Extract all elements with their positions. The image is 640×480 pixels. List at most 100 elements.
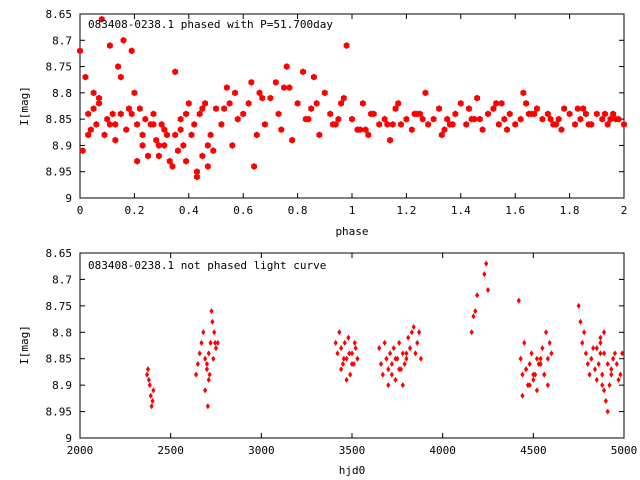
y-tick-label: 8.75 — [46, 61, 73, 74]
data-point — [529, 350, 534, 357]
data-point — [531, 371, 536, 378]
data-point — [194, 168, 200, 176]
data-point — [343, 42, 350, 49]
data-point — [283, 63, 290, 70]
data-point — [342, 339, 347, 346]
y-tick-label: 9 — [65, 192, 72, 205]
data-point — [204, 366, 210, 373]
data-point — [327, 110, 334, 118]
data-point — [614, 361, 619, 367]
data-point — [210, 318, 215, 325]
data-point — [498, 99, 505, 107]
data-point — [161, 142, 168, 149]
data-point — [534, 105, 540, 113]
data-point — [199, 339, 204, 346]
data-point — [601, 387, 607, 394]
data-point — [596, 361, 601, 367]
y-tick-label: 8.65 — [46, 247, 73, 260]
data-point — [96, 94, 102, 102]
data-point — [419, 115, 426, 123]
data-point — [580, 105, 587, 113]
data-point — [339, 366, 344, 373]
data-point — [93, 121, 100, 128]
data-point — [386, 366, 391, 373]
data-point — [340, 94, 347, 102]
data-point — [479, 126, 486, 134]
data-point — [289, 136, 296, 144]
y-tick-label: 8.85 — [46, 353, 73, 366]
data-point — [172, 131, 179, 139]
data-point — [145, 366, 151, 373]
data-point — [543, 329, 549, 336]
data-point — [149, 403, 154, 410]
x-tick-label: 4500 — [520, 444, 547, 457]
data-point — [180, 142, 187, 149]
data-point — [452, 110, 459, 118]
data-point — [348, 371, 353, 378]
data-point — [495, 121, 502, 128]
y-axis-label: I[mag] — [18, 86, 31, 126]
data-point — [582, 110, 589, 118]
data-point — [294, 99, 301, 107]
x-tick-label: 1.8 — [560, 204, 580, 217]
data-point — [212, 339, 218, 346]
data-point — [384, 355, 389, 362]
data-point — [408, 126, 415, 134]
phased-light-curve-panel: 0 0.2 0.4 0.6 0.8 1 1.2 1.4 1.6 1.8 2 8.65 8.7 8.75 8.… — [18, 8, 627, 238]
data-point — [204, 142, 211, 149]
data-point — [386, 382, 391, 389]
y-axis-label: I[mag] — [18, 325, 31, 365]
x-tick-label: 0.4 — [179, 204, 199, 217]
data-point — [520, 371, 525, 378]
data-point — [349, 115, 355, 123]
y-tick-label: 8.7 — [52, 273, 72, 286]
data-point — [191, 121, 198, 128]
data-point — [469, 329, 474, 336]
data-point — [339, 345, 344, 352]
data-point — [389, 371, 394, 378]
data-point — [313, 99, 320, 107]
data-point — [504, 126, 510, 134]
data-point — [196, 110, 203, 118]
data-point — [209, 308, 214, 315]
data-point — [422, 89, 429, 97]
data-point — [199, 152, 206, 160]
data-point — [523, 99, 530, 107]
data-point — [594, 376, 599, 383]
data-point — [376, 121, 383, 128]
data-point — [359, 99, 366, 107]
x-tick-label: 0.8 — [288, 204, 308, 217]
data-point — [517, 115, 524, 123]
data-point — [101, 131, 108, 139]
data-point — [407, 345, 413, 352]
data-point — [272, 78, 279, 86]
data-point — [475, 292, 480, 299]
data-point — [387, 136, 394, 144]
data-point — [607, 382, 612, 389]
data-point — [402, 361, 407, 367]
data-point — [106, 121, 113, 128]
data-point — [355, 355, 360, 362]
data-point — [523, 366, 529, 373]
data-point — [602, 110, 608, 118]
data-point — [174, 147, 181, 155]
y-tick-label: 8.7 — [52, 34, 72, 47]
data-point — [151, 387, 156, 394]
data-point — [393, 355, 398, 362]
data-point — [490, 105, 497, 113]
data-point — [601, 350, 607, 357]
chart-title: 083408-0238.1 phased with P=51.700day — [88, 18, 333, 31]
y-tick-label: 8.8 — [52, 87, 72, 100]
data-point — [578, 318, 583, 325]
data-point — [534, 355, 540, 362]
data-point — [90, 105, 97, 113]
data-point — [591, 345, 596, 352]
data-point — [542, 371, 547, 378]
data-point — [193, 371, 199, 378]
data-point — [415, 339, 420, 346]
data-point — [603, 398, 608, 404]
data-point — [85, 131, 92, 139]
data-point — [199, 105, 206, 113]
x-axis-label: hjd0 — [339, 464, 366, 477]
data-point — [112, 121, 119, 128]
